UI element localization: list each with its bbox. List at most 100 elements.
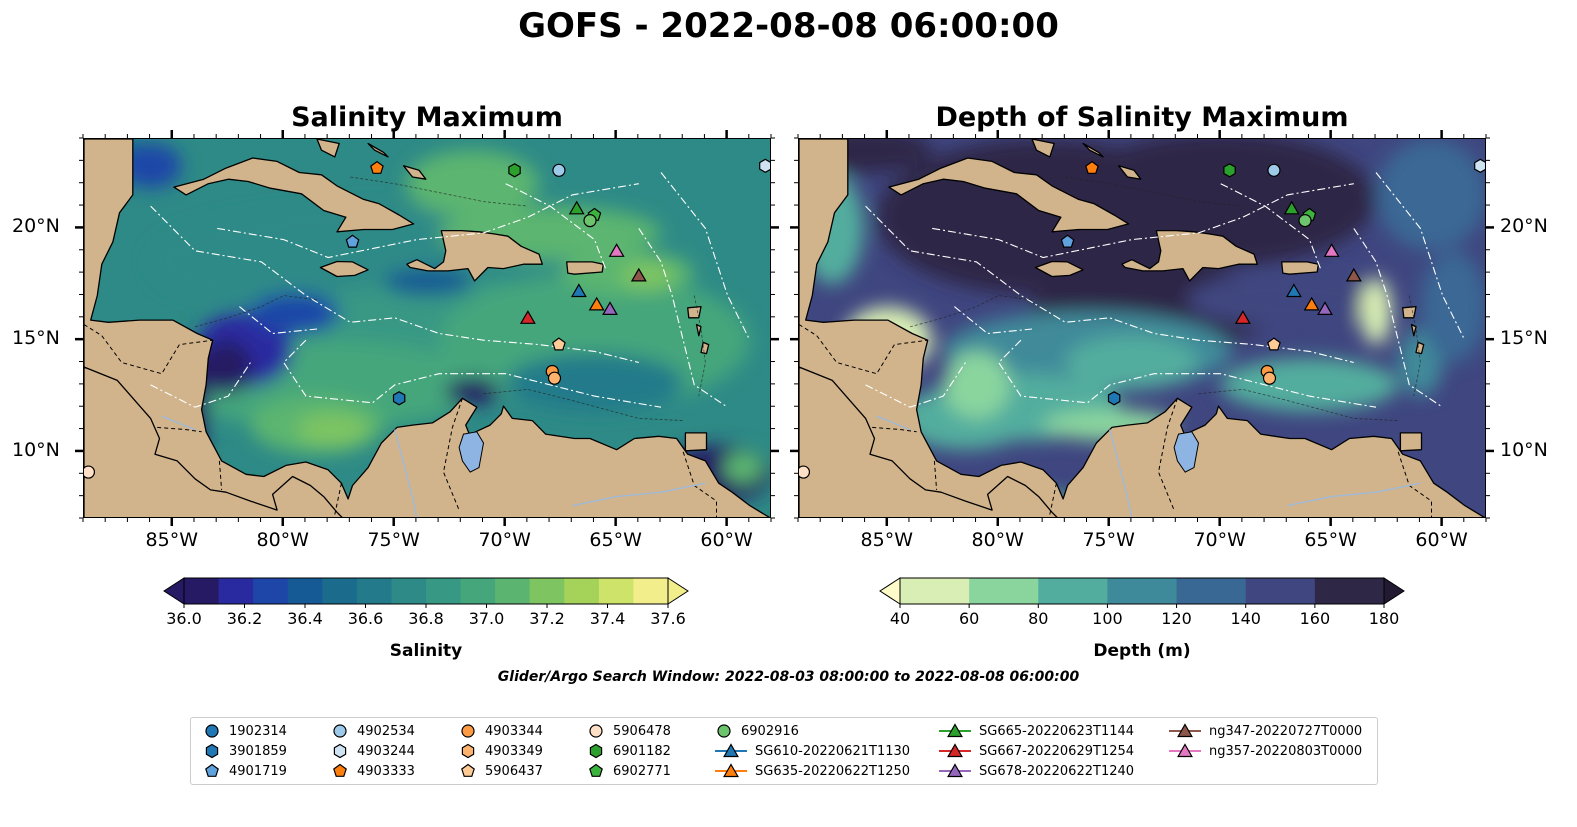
y-tick-label: 10°N — [1500, 438, 1548, 461]
colorbar-segment — [460, 578, 496, 604]
marker-4902534 — [552, 163, 566, 177]
marker-SG667-20220629T1254 — [519, 310, 536, 324]
observation-markers — [84, 158, 770, 479]
marker-SG635-20220622T1250 — [588, 296, 605, 311]
legend-marker-icon — [715, 743, 747, 758]
marker-4903349 — [547, 371, 562, 385]
marker-6902916 — [583, 213, 597, 228]
marker-SG667-20220629T1254 — [1234, 310, 1251, 324]
marker-SG610-20220621T1130 — [1285, 283, 1302, 298]
bathymetry-contour — [693, 295, 706, 397]
field-patch — [621, 261, 675, 289]
legend-marker-icon — [205, 724, 219, 738]
eez-boundary — [660, 172, 751, 341]
colorbar-segment — [633, 578, 669, 604]
bathymetry-contour — [350, 176, 528, 207]
marker-ng347-20220727T0000 — [1345, 267, 1362, 282]
colorbar-segment — [1038, 578, 1108, 604]
legend-label: ng347-20220727T0000 — [1209, 723, 1363, 739]
legend-circle — [589, 724, 603, 738]
x-tick-label: 85°W — [860, 529, 913, 551]
legend-label: SG665-20220623T1144 — [979, 723, 1135, 739]
colorbar-extend-high — [667, 577, 689, 605]
x-tick-label: 75°W — [1082, 529, 1135, 551]
legend-item: 4902534 — [331, 721, 415, 741]
legend-pentagon — [205, 763, 219, 777]
field-shading — [799, 139, 1485, 517]
salinity-colorbar: 36.0 36.2 36.4 36.6 36.8 37.0 37.2 37.4 37.6 — [163, 577, 689, 626]
eez-boundary — [997, 339, 1377, 408]
land-hispaniola — [406, 229, 543, 282]
field-patch — [445, 378, 500, 405]
colorbar-tick-label: 60 — [959, 609, 979, 626]
land-jamaica — [1034, 260, 1084, 278]
bathymetry-contour — [1408, 295, 1421, 397]
figure-title: GOFS - 2022-08-08 06:00:00 — [518, 6, 1059, 46]
land-jamaica — [319, 260, 369, 278]
country-border — [442, 398, 463, 511]
marker-5906437 — [552, 337, 566, 351]
legend-item: SG610-20220621T1130 — [715, 741, 910, 761]
legend-item: 4903333 — [331, 761, 415, 781]
legend-item: SG667-20220629T1254 — [939, 741, 1134, 761]
colorbar-segment — [1245, 578, 1316, 604]
field-patch — [119, 143, 182, 189]
bathymetry-contour — [194, 295, 318, 328]
y-tick-label: 15°N — [1500, 327, 1548, 350]
eez-boundary — [932, 183, 1354, 259]
land-guadeloupe — [687, 305, 702, 319]
search-window-note: Glider/Argo Search Window: 2022-08-03 08… — [497, 669, 1080, 685]
x-tick-label: 60°W — [700, 529, 753, 551]
field-patch — [1065, 139, 1376, 267]
marker-5906437 — [1267, 337, 1281, 351]
legend-triangle — [947, 763, 963, 778]
legend-marker-icon — [461, 724, 475, 738]
legend-marker-icon — [333, 724, 347, 738]
depth-salinity-max-map — [798, 138, 1486, 518]
legend-hexagon — [589, 743, 603, 759]
colorbar-outline — [899, 577, 1385, 605]
marker-4903349 — [1262, 371, 1277, 385]
country-border — [872, 426, 917, 433]
colorbar-tick-label: 36.0 — [166, 609, 202, 626]
legend-label: 5906478 — [613, 723, 671, 739]
field-patch — [1360, 277, 1392, 345]
colorbar-segment — [184, 578, 220, 604]
field-patch — [1376, 139, 1485, 251]
legend-circle — [461, 724, 475, 738]
field-patch — [297, 413, 369, 446]
colorbar-tick-label: 120 — [1161, 609, 1192, 626]
legend-label: 6902916 — [741, 723, 799, 739]
legend-marker-icon — [205, 763, 219, 777]
legend-label: 4903333 — [357, 763, 415, 779]
country-border — [1049, 483, 1057, 515]
legend-item: 4903349 — [459, 741, 543, 761]
colorbar-tick-label: 37.6 — [650, 609, 686, 626]
colorbar-segment — [218, 578, 254, 604]
marker-4903244 — [1474, 158, 1485, 173]
depth-map-title: Depth of Salinity Maximum — [935, 102, 1349, 133]
field-patch — [505, 353, 684, 412]
country-border — [682, 451, 717, 517]
legend-triangle — [947, 723, 963, 738]
colorbar-segment — [900, 578, 970, 604]
legend-triangle — [1177, 723, 1193, 738]
legend-item: 4901719 — [203, 761, 287, 781]
y-tick-label: 10°N — [12, 438, 60, 461]
marker-5906478 — [84, 465, 96, 479]
marker-6901182 — [1223, 163, 1236, 178]
legend-pentagon — [333, 763, 347, 777]
colorbar-segment — [495, 578, 531, 604]
legend-label: SG635-20220622T1250 — [755, 763, 911, 779]
legend-item: ng347-20220727T0000 — [1169, 721, 1362, 741]
country-border — [933, 460, 938, 490]
river — [1287, 482, 1421, 507]
legend-item: 1902314 — [203, 721, 287, 741]
field-patch — [723, 451, 764, 484]
bathymetry-contour — [1198, 388, 1399, 421]
colorbar-extend-high — [1383, 577, 1405, 605]
legend-item: SG665-20220623T1144 — [939, 721, 1134, 741]
colorbar-segment — [356, 578, 392, 604]
legend-item: 5906478 — [587, 721, 671, 741]
colorbar-tick-label: 36.6 — [348, 609, 384, 626]
